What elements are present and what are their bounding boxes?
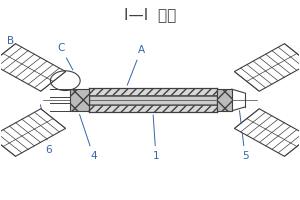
Text: 5: 5 bbox=[239, 111, 248, 161]
Text: B: B bbox=[7, 36, 14, 46]
Bar bbox=[217, 89, 232, 111]
Bar bbox=[217, 89, 232, 111]
Bar bbox=[89, 88, 217, 95]
Text: 6: 6 bbox=[40, 105, 52, 155]
Polygon shape bbox=[234, 44, 300, 91]
Text: I—I  剑面: I—I 剑面 bbox=[124, 7, 176, 22]
Bar bbox=[89, 96, 217, 104]
Text: 1: 1 bbox=[153, 115, 159, 161]
Polygon shape bbox=[0, 44, 66, 91]
Bar bbox=[70, 89, 89, 111]
Polygon shape bbox=[0, 109, 66, 156]
Bar bbox=[89, 105, 217, 112]
Text: A: A bbox=[127, 45, 145, 85]
Text: C: C bbox=[57, 43, 73, 70]
Bar bbox=[70, 89, 89, 111]
Text: 4: 4 bbox=[80, 114, 97, 161]
Polygon shape bbox=[234, 109, 300, 156]
